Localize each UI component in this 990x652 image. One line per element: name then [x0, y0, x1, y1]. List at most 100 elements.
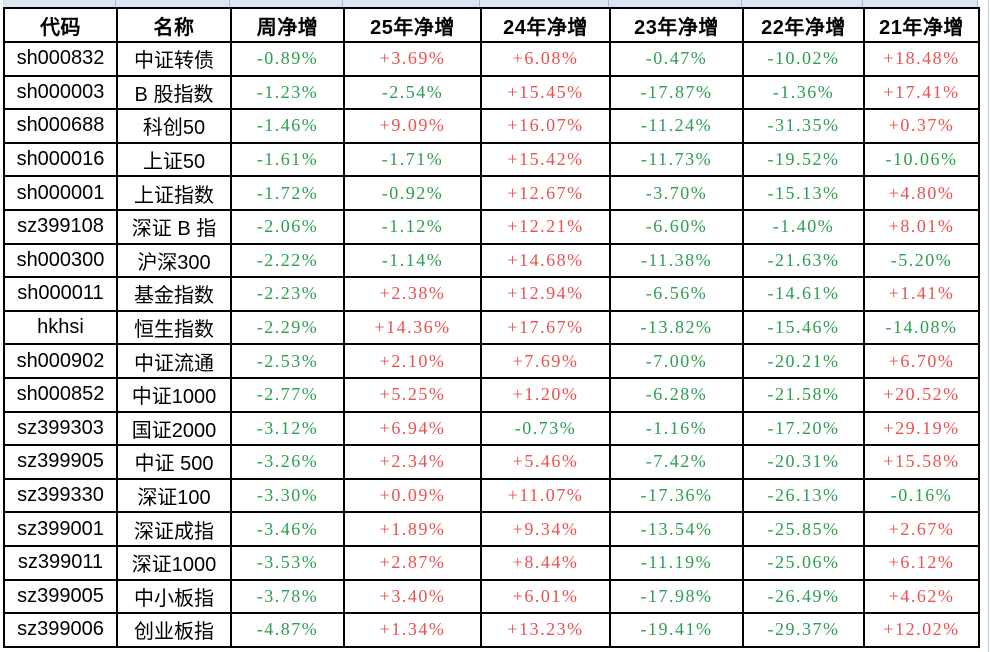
cell-value[interactable]: -0.16%	[863, 477, 980, 514]
header-year25[interactable]: 25年净增	[343, 7, 482, 43]
cell-value[interactable]: -31.35%	[742, 108, 865, 144]
cell-value[interactable]: -13.54%	[609, 511, 744, 547]
cell-value[interactable]: -6.56%	[609, 276, 744, 312]
cell-value[interactable]: -1.71%	[343, 141, 482, 178]
cell-value[interactable]: +2.87%	[343, 544, 482, 581]
cell-value[interactable]: -2.22%	[230, 242, 345, 279]
cell-value[interactable]: -2.53%	[230, 343, 345, 379]
cell-value[interactable]: -6.28%	[609, 376, 744, 413]
cell-value[interactable]: -3.30%	[230, 477, 345, 514]
cell-value[interactable]: -3.46%	[230, 511, 345, 547]
cell-value[interactable]: -10.06%	[863, 141, 980, 178]
cell-code[interactable]: sz399001	[3, 511, 118, 547]
cell-value[interactable]: -2.54%	[343, 74, 482, 111]
cell-name[interactable]: 基金指数	[116, 276, 232, 312]
cell-value[interactable]: -21.58%	[742, 376, 865, 413]
cell-code[interactable]: sh000003	[3, 74, 118, 111]
cell-value[interactable]: -10.02%	[742, 41, 865, 77]
cell-value[interactable]: -17.98%	[609, 578, 744, 615]
cell-value[interactable]: +6.94%	[343, 410, 482, 447]
cell-value[interactable]: -3.12%	[230, 410, 345, 447]
cell-value[interactable]: -2.77%	[230, 376, 345, 413]
cell-value[interactable]: +1.20%	[480, 376, 611, 413]
cell-name[interactable]: 上证50	[116, 141, 232, 178]
cell-name[interactable]: 中证转债	[116, 41, 232, 77]
cell-value[interactable]: -7.00%	[609, 343, 744, 379]
header-name[interactable]: 名称	[116, 7, 232, 43]
cell-code[interactable]: sh000016	[3, 141, 118, 178]
cell-value[interactable]: -1.40%	[742, 208, 865, 245]
cell-value[interactable]: +0.37%	[863, 108, 980, 144]
cell-value[interactable]: -3.26%	[230, 444, 345, 480]
cell-code[interactable]: sh000902	[3, 343, 118, 379]
cell-name[interactable]: 沪深300	[116, 242, 232, 279]
cell-name[interactable]: 中证 500	[116, 444, 232, 480]
cell-value[interactable]: -11.24%	[609, 108, 744, 144]
cell-value[interactable]: +15.58%	[863, 444, 980, 480]
cell-value[interactable]: -11.19%	[609, 544, 744, 581]
cell-value[interactable]: +17.41%	[863, 74, 980, 111]
cell-code[interactable]: sz399108	[3, 208, 118, 245]
cell-value[interactable]: -19.52%	[742, 141, 865, 178]
cell-code[interactable]: sh000852	[3, 376, 118, 413]
cell-value[interactable]: -1.16%	[609, 410, 744, 447]
cell-value[interactable]: +7.69%	[480, 343, 611, 379]
cell-name[interactable]: B 股指数	[116, 74, 232, 111]
cell-value[interactable]: +4.80%	[863, 175, 980, 211]
cell-code[interactable]: sh000011	[3, 276, 118, 312]
cell-value[interactable]: -26.49%	[742, 578, 865, 615]
cell-value[interactable]: +6.12%	[863, 544, 980, 581]
cell-name[interactable]: 中证流通	[116, 343, 232, 379]
header-year23[interactable]: 23年净增	[609, 7, 744, 43]
cell-name[interactable]: 恒生指数	[116, 309, 232, 346]
cell-code[interactable]: hkhsi	[3, 309, 118, 346]
cell-name[interactable]: 中证1000	[116, 376, 232, 413]
cell-code[interactable]: sz399006	[3, 612, 118, 648]
cell-value[interactable]: +14.68%	[480, 242, 611, 279]
cell-value[interactable]: -7.42%	[609, 444, 744, 480]
cell-code[interactable]: sh000300	[3, 242, 118, 279]
cell-name[interactable]: 深证成指	[116, 511, 232, 547]
cell-value[interactable]: -2.23%	[230, 276, 345, 312]
cell-value[interactable]: +6.08%	[480, 41, 611, 77]
cell-value[interactable]: +12.67%	[480, 175, 611, 211]
cell-name[interactable]: 深证1000	[116, 544, 232, 581]
cell-value[interactable]: -3.70%	[609, 175, 744, 211]
cell-value[interactable]: -1.61%	[230, 141, 345, 178]
cell-value[interactable]: +15.42%	[480, 141, 611, 178]
cell-value[interactable]: +2.38%	[343, 276, 482, 312]
cell-value[interactable]: +11.07%	[480, 477, 611, 514]
cell-value[interactable]: -4.87%	[230, 612, 345, 648]
cell-value[interactable]: -25.06%	[742, 544, 865, 581]
cell-value[interactable]: +17.67%	[480, 309, 611, 346]
cell-value[interactable]: +3.69%	[343, 41, 482, 77]
cell-value[interactable]: -1.72%	[230, 175, 345, 211]
cell-value[interactable]: +2.34%	[343, 444, 482, 480]
cell-value[interactable]: -26.13%	[742, 477, 865, 514]
cell-value[interactable]: -1.12%	[343, 208, 482, 245]
cell-value[interactable]: +9.34%	[480, 511, 611, 547]
cell-value[interactable]: +0.09%	[343, 477, 482, 514]
cell-value[interactable]: +2.10%	[343, 343, 482, 379]
cell-value[interactable]: +3.40%	[343, 578, 482, 615]
cell-value[interactable]: +8.44%	[480, 544, 611, 581]
cell-value[interactable]: -17.36%	[609, 477, 744, 514]
cell-value[interactable]: +9.09%	[343, 108, 482, 144]
cell-value[interactable]: +18.48%	[863, 41, 980, 77]
cell-name[interactable]: 中小板指	[116, 578, 232, 615]
cell-name[interactable]: 上证指数	[116, 175, 232, 211]
cell-value[interactable]: +1.34%	[343, 612, 482, 648]
cell-value[interactable]: +1.89%	[343, 511, 482, 547]
header-week[interactable]: 周净增	[230, 7, 345, 43]
cell-value[interactable]: -3.78%	[230, 578, 345, 615]
cell-value[interactable]: -0.92%	[343, 175, 482, 211]
cell-value[interactable]: -1.36%	[742, 74, 865, 111]
cell-code[interactable]: sz399905	[3, 444, 118, 480]
cell-code[interactable]: sh000688	[3, 108, 118, 144]
cell-value[interactable]: +5.46%	[480, 444, 611, 480]
cell-value[interactable]: -15.46%	[742, 309, 865, 346]
cell-value[interactable]: +20.52%	[863, 376, 980, 413]
header-year22[interactable]: 22年净增	[742, 7, 865, 43]
cell-value[interactable]: -2.06%	[230, 208, 345, 245]
cell-value[interactable]: +6.01%	[480, 578, 611, 615]
